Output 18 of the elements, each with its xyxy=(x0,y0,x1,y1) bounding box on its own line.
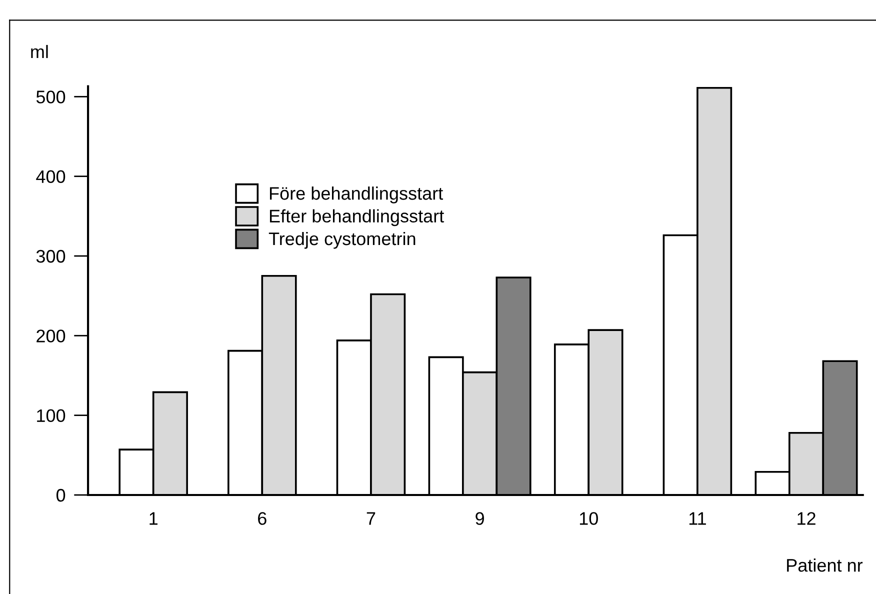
x-tick-label: 1 xyxy=(150,512,158,525)
y-axis-title: ml xyxy=(31,44,48,58)
x-tick-label: 7 xyxy=(366,512,376,525)
x-tick-label: 11 xyxy=(689,512,706,525)
x-tick-label: 10 xyxy=(580,512,598,525)
y-tick-label: 100 xyxy=(37,409,66,422)
legend-label: Tredje cystometrin xyxy=(268,232,416,249)
y-tick-label: 500 xyxy=(36,90,66,104)
y-tick-label: 0 xyxy=(56,488,66,502)
y-tick-label: 300 xyxy=(36,250,66,263)
y-tick-label: 200 xyxy=(36,330,66,342)
x-axis-title: Patient nr xyxy=(787,558,863,572)
x-tick-label: 12 xyxy=(798,512,816,525)
legend-label: Efter behandlingsstart xyxy=(270,209,444,226)
x-tick-label: 6 xyxy=(258,512,266,525)
legend-label: Före behandlingsstart xyxy=(270,186,444,204)
x-tick-label: 9 xyxy=(476,512,484,525)
y-tick-label: 400 xyxy=(36,170,66,184)
